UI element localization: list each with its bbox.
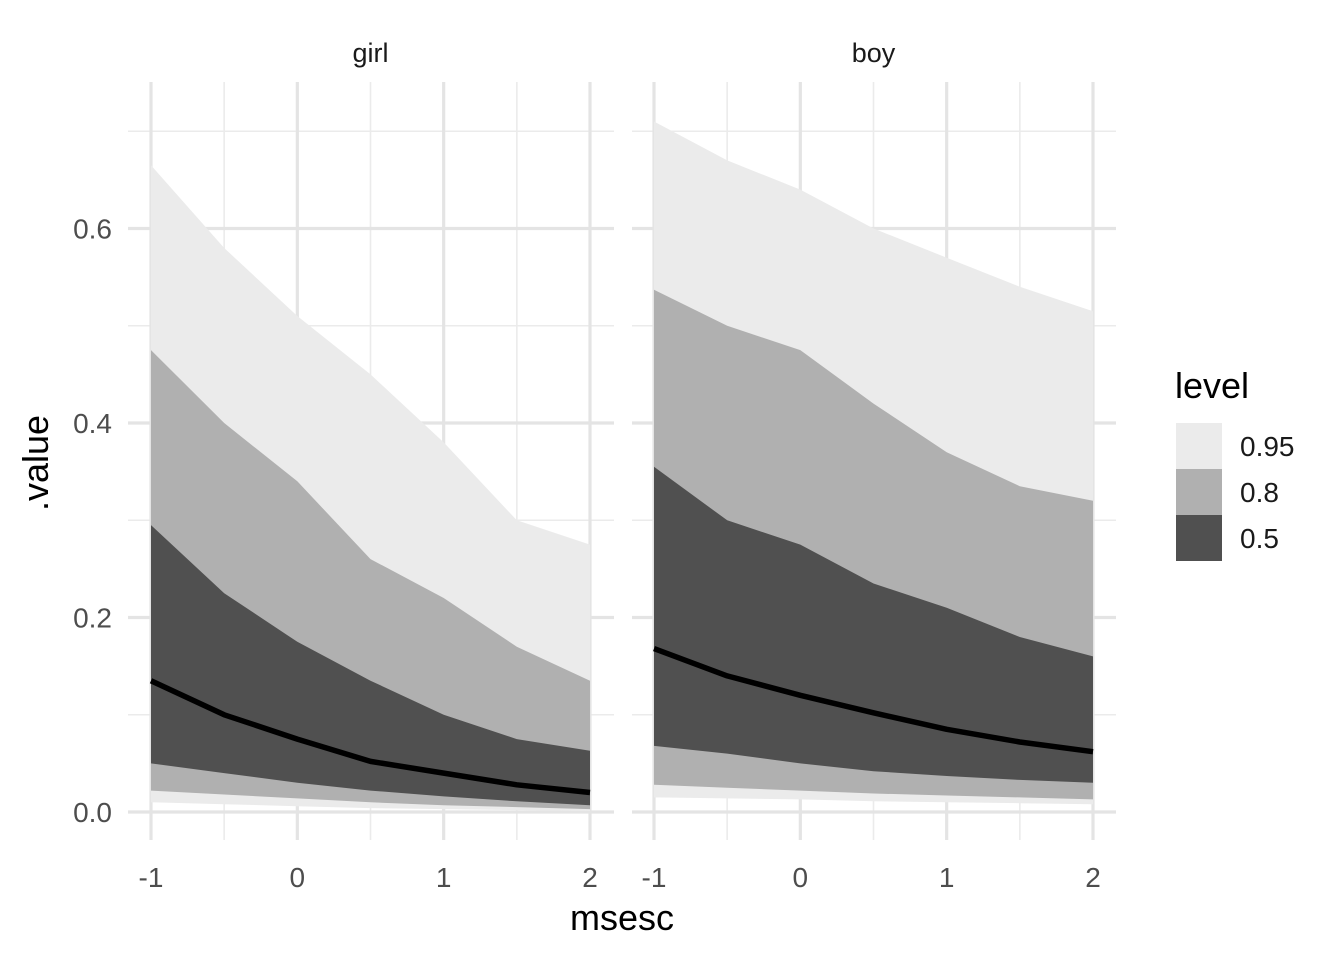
legend: level 0.95 0.8 0.5 xyxy=(1175,365,1295,561)
x-tick-label: 1 xyxy=(939,862,955,893)
x-tick-label: 2 xyxy=(1085,862,1101,893)
strip-label-girl: girl xyxy=(352,38,388,68)
y-axis-title: .value xyxy=(15,415,56,511)
panels-layer: girl -1 0 1 2 0.0 0.2 0.4 0.6 boy -1 0 1 2 xyxy=(73,38,1116,893)
y-tick-label: 0.2 xyxy=(73,603,112,634)
y-tick-label: 0.0 xyxy=(73,797,112,828)
x-tick-label: -1 xyxy=(139,862,164,893)
median-line xyxy=(653,646,1094,755)
x-tick-label: -1 xyxy=(642,862,667,893)
y-tick-label: 0.6 xyxy=(73,214,112,245)
y-tick-label: 0.4 xyxy=(73,408,112,439)
legend-entries: 0.95 0.8 0.5 xyxy=(1176,423,1295,561)
ribbon-0-5 xyxy=(151,525,590,806)
x-tick-label: 2 xyxy=(582,862,598,893)
x-tick-label: 0 xyxy=(290,862,306,893)
panel-girl: girl -1 0 1 2 0.0 0.2 0.4 0.6 xyxy=(73,38,614,893)
legend-title: level xyxy=(1175,365,1249,406)
median-line xyxy=(149,678,591,796)
strip-label-boy: boy xyxy=(852,38,896,68)
legend-label: 0.8 xyxy=(1240,477,1279,508)
legend-swatch xyxy=(1176,469,1222,515)
panel-boy: boy -1 0 1 2 xyxy=(632,38,1116,893)
ribbon-0-5 xyxy=(654,466,1093,783)
legend-label: 0.95 xyxy=(1240,431,1295,462)
legend-swatch xyxy=(1176,515,1222,561)
x-tick-label: 1 xyxy=(436,862,452,893)
legend-label: 0.5 xyxy=(1240,523,1279,554)
x-tick-label: 0 xyxy=(793,862,809,893)
x-axis-title: msesc xyxy=(570,897,674,938)
legend-swatch xyxy=(1176,423,1222,469)
